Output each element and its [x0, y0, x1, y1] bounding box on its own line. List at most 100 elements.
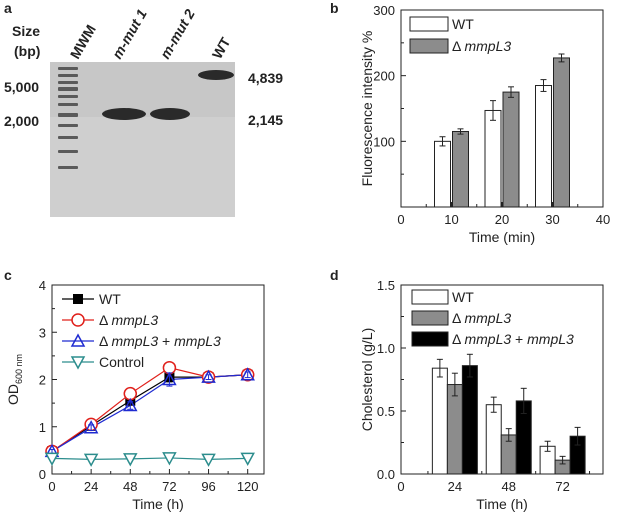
- ladder-lane: [58, 67, 78, 169]
- band-m-mut-1: [102, 108, 146, 120]
- data-point: [201, 369, 216, 383]
- chart-fluorescence: 0 10 20 30 40 100 200 300 Time (min) Fluorescence…: [359, 3, 610, 245]
- x-tick-label: 48: [501, 479, 515, 494]
- y-tick-label: 100: [373, 134, 395, 149]
- x-tick-label: 10: [444, 212, 458, 227]
- chart-growth: 0 24 48 72 96 120 0 1 2 3 4 Time (h) OD600 nm WT Δ mmp…: [5, 278, 265, 512]
- panel-b: b 0 10 20 30 40 100 200 300 Time (min) Fluorescen…: [330, 0, 610, 245]
- bar: [452, 130, 469, 208]
- data-point: [123, 386, 138, 401]
- bar: [485, 404, 502, 475]
- y-tick-label: 0.5: [377, 404, 395, 419]
- panel-letter-c: c: [4, 267, 12, 283]
- panel-letter-d: d: [330, 267, 339, 283]
- size-label: Size: [12, 23, 40, 39]
- legend-swatch: [409, 16, 449, 32]
- bar: [446, 384, 463, 475]
- panel-d: d 0 24 48 72 0.0 0.5 1.0 1.5 Time (h) Cholesterol…: [330, 267, 604, 512]
- data-point: [71, 313, 85, 327]
- legend-swatch: [409, 38, 449, 54]
- bp-label: (bp): [14, 43, 40, 59]
- legend-label: Δ mmpL3 + mmpL3: [99, 333, 221, 349]
- ladder-band: [58, 166, 78, 169]
- x-tick-label: 24: [448, 479, 462, 494]
- x-tick-label: 48: [123, 479, 137, 494]
- x-axis-label: Time (h): [476, 496, 528, 512]
- legend-label: WT: [452, 289, 474, 305]
- bar: [434, 140, 451, 208]
- y-tick-label: 1.5: [377, 278, 395, 293]
- x-axis-label: Time (min): [469, 229, 535, 245]
- x-tick-label: 30: [545, 212, 559, 227]
- data-point: [83, 453, 99, 467]
- legend-label: Δ mmpL3 + mmpL3: [452, 331, 574, 347]
- x-axis-label: Time (h): [132, 496, 184, 512]
- y-tick-label: 1: [39, 420, 46, 435]
- y-tick-label: 1.0: [377, 341, 395, 356]
- gel-image: [50, 62, 235, 217]
- data-point: [201, 453, 216, 467]
- y-axis-label: Fluorescence intensity %: [359, 31, 375, 187]
- band-wt: [198, 70, 234, 80]
- x-tick-label: 72: [555, 479, 569, 494]
- lane-label-m-mut-1: m-mut 1: [109, 6, 150, 61]
- lane-label-wt: WT: [209, 34, 234, 61]
- x-tick-label: 40: [596, 212, 610, 227]
- series-line: [51, 374, 248, 452]
- bar: [461, 365, 478, 475]
- x-tick-label: 0: [397, 212, 404, 227]
- data-point: [123, 397, 138, 412]
- lane-labels: MWM m-mut 1 m-mut 2 WT: [67, 6, 234, 61]
- panel-a: a Size (bp) MWM m-mut 1 m-mut 2 WT: [4, 0, 283, 217]
- legend-label: Δ mmpL3: [452, 38, 511, 54]
- data-point: [123, 453, 138, 467]
- legend-label: WT: [99, 291, 121, 307]
- x-tick-label: 0: [48, 479, 55, 494]
- y-tick-label: 300: [373, 3, 395, 18]
- series-line: [51, 367, 248, 452]
- ladder-band: [58, 87, 78, 91]
- bar: [502, 91, 520, 208]
- marker-2000: 2,000: [4, 113, 39, 129]
- ladder-band: [58, 81, 78, 84]
- y-axis-label: OD600 nm: [5, 354, 24, 405]
- chart-cholesterol: 0 24 48 72 0.0 0.5 1.0 1.5 Time (h) Cholesterol (…: [359, 278, 604, 512]
- data-point: [73, 294, 83, 304]
- y-tick-label: 0: [39, 467, 46, 482]
- legend-label: WT: [452, 16, 474, 32]
- ladder-band: [58, 113, 78, 117]
- x-tick-label: 24: [84, 479, 98, 494]
- bar: [553, 57, 570, 208]
- data-point: [83, 420, 99, 434]
- data-point: [70, 356, 86, 370]
- data-point: [162, 371, 177, 386]
- y-tick-label: 0.0: [377, 467, 395, 482]
- data-point: [162, 452, 177, 466]
- ladder-band: [58, 67, 78, 70]
- x-tick-label: 20: [495, 212, 509, 227]
- legend-swatch: [411, 331, 449, 347]
- x-tick-label: 72: [162, 479, 176, 494]
- band-size-4839: 4,839: [248, 70, 283, 86]
- y-axis-label: Cholesterol (g/L): [359, 328, 375, 432]
- marker-5000: 5,000: [4, 79, 39, 95]
- legend-swatch: [411, 310, 449, 326]
- band-size-2145: 2,145: [248, 112, 283, 128]
- legend-label: Δ mmpL3: [452, 310, 511, 326]
- ladder-band: [58, 74, 78, 77]
- data-point: [44, 452, 60, 466]
- x-tick-label: 96: [201, 479, 215, 494]
- panel-c: c 0 24 48 72 96 120 0 1 2 3 4 Time (h) OD600 nm WT Δ m…: [4, 267, 265, 512]
- data-point: [240, 367, 255, 381]
- lane-label-m-mut-2: m-mut 2: [157, 6, 198, 61]
- y-tick-label: 2: [39, 373, 46, 388]
- x-tick-label: 0: [397, 479, 404, 494]
- legend-label: Δ mmpL3: [99, 312, 158, 328]
- lane-label-mwm: MWM: [67, 22, 99, 62]
- series-line: [51, 374, 248, 452]
- bar: [535, 85, 552, 208]
- ladder-band: [58, 136, 78, 139]
- gel-shade: [50, 62, 235, 117]
- band-m-mut-2: [150, 108, 190, 120]
